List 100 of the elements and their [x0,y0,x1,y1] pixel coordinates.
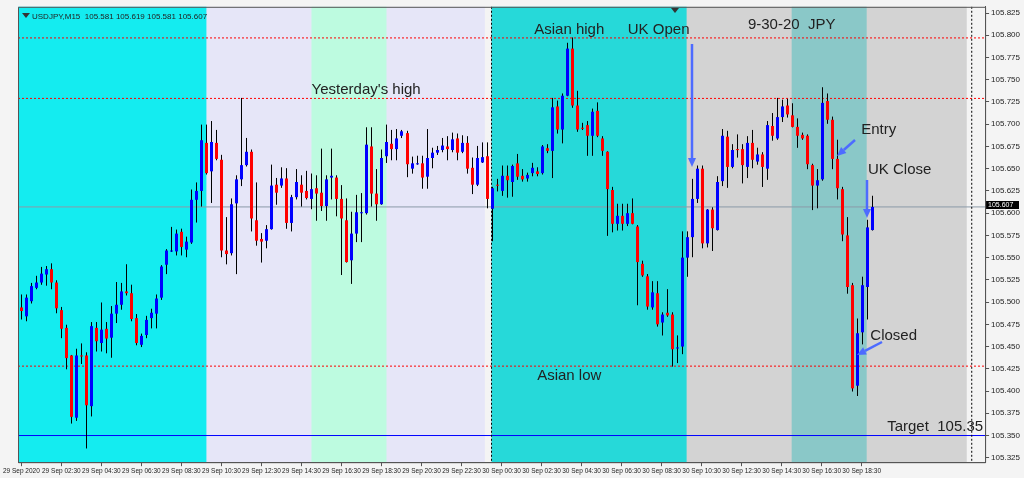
candlestick [395,128,398,161]
candlestick [260,232,263,264]
y-tick-label: 105.475 [991,319,1021,329]
y-tick-label: 105.625 [991,186,1021,196]
candlestick [511,164,514,198]
candlestick [390,129,393,161]
candlestick [30,282,33,304]
candlestick [426,128,429,190]
candlestick [586,120,589,157]
y-tick-label: 105.325 [991,452,1021,462]
y-tick-label: 105.350 [991,430,1021,440]
candlestick [651,280,654,311]
y-tick-label: 105.725 [991,97,1021,107]
candlestick [330,148,333,200]
candlestick [245,137,248,168]
candlestick [626,203,629,227]
candlestick [711,206,714,252]
ref-line-label: Asian low [537,365,602,383]
y-tick-label: 105.775 [991,52,1021,62]
annotation: 9-30-20 JPY [747,14,836,32]
candlestick [556,100,559,135]
candlestick [240,97,243,187]
y-tick-label: 105.525 [991,275,1021,285]
y-tick-label: 105.700 [991,119,1021,129]
candlestick [661,311,664,337]
candlestick [456,132,459,161]
annotation: UK Close [868,159,932,177]
y-tick-label: 105.600 [991,208,1021,218]
candlestick [676,334,679,364]
candlestick [481,141,484,164]
y-tick-label: 105.450 [991,341,1021,351]
candlestick [180,228,183,256]
candlestick [385,124,388,164]
candlestick [80,342,83,365]
candlestick [686,230,689,278]
candlestick [871,195,874,232]
candlestick [280,166,283,189]
candlestick [195,181,198,224]
candlestick [731,143,734,169]
y-tick-label: 105.400 [991,386,1021,396]
candlestick [25,293,28,322]
candlestick [215,129,218,161]
candlestick [315,174,318,222]
candlestick [451,132,454,153]
candlestick [170,226,173,253]
candlestick [20,293,23,320]
candlestick [781,99,784,123]
candlestick [50,262,53,290]
candlestick [796,117,799,149]
candlestick [816,168,819,209]
candlestick [295,168,298,200]
candlestick [100,301,103,353]
y-tick-label: 105.800 [991,30,1021,40]
candlestick [60,306,63,339]
ref-line-label: Target 105.35 [887,417,984,435]
y-tick-label: 105.825 [991,8,1021,18]
candlestick [155,293,158,329]
candlestick [145,315,148,339]
y-tick-label: 105.675 [991,141,1021,151]
candlestick [501,165,504,197]
candlestick [185,236,188,258]
candlestick [736,133,739,159]
candlestick [310,173,313,210]
candlestick [621,203,624,232]
candlestick [771,112,774,142]
y-tick-label: 105.650 [991,163,1021,173]
candlestick [300,174,303,208]
candlestick [340,184,343,276]
candlestick [741,143,744,184]
candlestick [255,181,258,247]
ref-line-label: Yesterday's high [311,80,421,98]
candlestick [761,151,764,188]
candlestick [305,170,308,200]
candlestick [446,135,449,161]
candlestick [150,308,153,329]
annotation: Closed [870,325,918,343]
annotation: Entry [861,120,897,138]
candlestick [265,224,268,249]
candlestick [355,194,358,243]
ref-line-label: Asian high [534,19,605,37]
candlestick [811,163,814,211]
candlestick [115,281,118,324]
y-tick-label: 105.550 [991,252,1021,262]
candlestick [506,165,509,199]
candlestick [105,321,108,354]
candlestick [360,192,363,243]
y-tick-label: 105.375 [991,408,1021,418]
candlestick [601,135,604,157]
candlestick [616,203,619,232]
candlestick [335,174,338,217]
candlestick [125,263,128,296]
candlestick [431,147,434,169]
candlestick [516,153,519,181]
candlestick [275,177,278,206]
candlestick [791,102,794,128]
y-tick-label: 105.750 [991,74,1021,84]
candlestick [165,248,168,275]
candlestick [471,157,474,195]
candlestick [120,282,123,311]
y-tick-label: 105.575 [991,230,1021,240]
